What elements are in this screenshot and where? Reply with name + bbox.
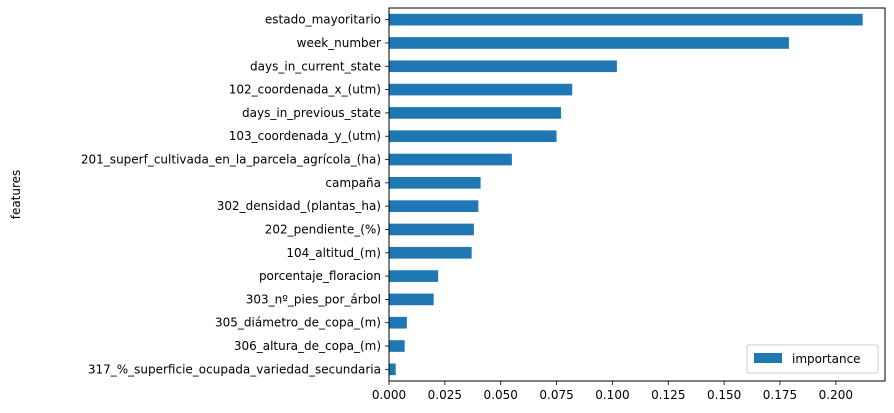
- x-tick-label: 0.100: [595, 388, 629, 402]
- y-tick-label: estado_mayoritario: [265, 13, 381, 27]
- x-tick-label: 0.075: [539, 388, 573, 402]
- bar-3: [389, 83, 573, 96]
- y-tick-label: 103_coordenada_y_(utm): [229, 129, 381, 143]
- bar-12: [389, 293, 434, 306]
- x-tick-label: 0.000: [372, 388, 406, 402]
- y-tick-label: 303_nº_pies_por_árbol: [246, 292, 381, 306]
- bar-14: [389, 340, 405, 352]
- bar-10: [389, 246, 472, 259]
- legend: importance: [746, 344, 879, 374]
- x-tick-label: 0.175: [763, 388, 797, 402]
- y-ticks-group: estado_mayoritario week_number days_in_cur…: [81, 13, 389, 376]
- x-tick-label: 0.150: [707, 388, 741, 402]
- plot-frame: [388, 7, 886, 382]
- y-tick-label: 202_pendiente_(%): [265, 222, 381, 236]
- y-tick-label: days_in_current_state: [250, 59, 381, 73]
- bars-group: [389, 13, 863, 376]
- legend-swatch: [754, 353, 782, 363]
- y-tick-label: 201_superf_cultivada_en_la_parcela_agríc…: [81, 153, 381, 167]
- y-tick-label: 305_diámetro_de_copa_(m): [215, 316, 381, 330]
- legend-box: [746, 344, 879, 374]
- y-tick-label: 317_%_superficie_ocupada_variedad_secund…: [88, 362, 381, 376]
- y-tick-label: 302_densidad_(plantas_ha): [217, 199, 381, 213]
- bar-5: [389, 130, 557, 143]
- bar-1: [389, 37, 789, 49]
- bar-7: [389, 177, 481, 189]
- y-tick-label: days_in_previous_state: [242, 106, 381, 120]
- y-tick-label: week_number: [297, 36, 381, 50]
- bar-9: [389, 223, 474, 236]
- bar-13: [389, 316, 407, 329]
- bar-4: [389, 107, 562, 119]
- bar-8: [389, 200, 479, 212]
- bar-0: [389, 13, 863, 26]
- bar-11: [389, 270, 439, 282]
- y-tick-label: campaña: [325, 176, 381, 190]
- y-tick-label: 102_coordenada_x_(utm): [229, 83, 381, 97]
- y-tick-label: 104_altitud_(m): [286, 246, 381, 260]
- x-tick-label: 0.125: [651, 388, 685, 402]
- x-tick-label: 0.200: [819, 388, 853, 402]
- x-tick-label: 0.050: [484, 388, 518, 402]
- legend-label: importance: [792, 352, 861, 366]
- bar-15: [389, 363, 396, 376]
- y-tick-label: 306_altura_de_copa_(m): [234, 339, 381, 353]
- x-ticks-group: 0.000 0.025 0.050 0.075 0.100 0.125 0.150 0.175…: [372, 381, 853, 402]
- y-tick-label: porcentaje_floracion: [259, 269, 381, 283]
- bar-6: [389, 153, 512, 166]
- x-tick-label: 0.025: [428, 388, 462, 402]
- bar-2: [389, 60, 617, 73]
- y-axis-label: features: [9, 170, 23, 220]
